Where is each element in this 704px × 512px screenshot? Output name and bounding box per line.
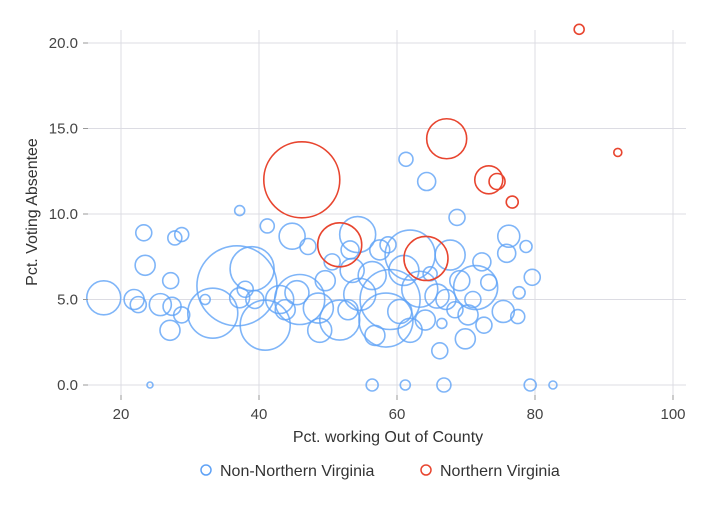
bubble-non-northern-virginia[interactable] (299, 237, 317, 256)
x-tick-label: 100 (660, 406, 685, 423)
bubble-northern-virginia[interactable] (473, 165, 504, 195)
bubble-non-northern-virginia[interactable] (434, 239, 466, 271)
bubble-non-northern-virginia[interactable] (448, 269, 471, 292)
x-tick-label: 80 (527, 406, 544, 423)
bubble-non-northern-virginia[interactable] (414, 309, 437, 331)
x-tick-label: 60 (389, 406, 406, 423)
bubble-non-northern-virginia[interactable] (496, 243, 517, 264)
bubble-non-northern-virginia[interactable] (430, 341, 449, 360)
bubble-non-northern-virginia[interactable] (368, 239, 391, 261)
bubble-non-northern-virginia[interactable] (424, 283, 450, 309)
bubble-non-northern-virginia[interactable] (509, 308, 526, 325)
y-tick-label: 15.0 (49, 121, 78, 138)
bubble-non-northern-virginia[interactable] (416, 171, 437, 192)
bubble-non-northern-virginia[interactable] (398, 151, 414, 168)
bubble-northern-virginia[interactable] (505, 195, 520, 209)
bubble-non-northern-virginia[interactable] (479, 273, 498, 292)
bubble-non-northern-virginia[interactable] (148, 292, 173, 317)
bubble-non-northern-virginia[interactable] (228, 286, 251, 309)
bubble-non-northern-virginia[interactable] (496, 224, 521, 249)
x-tick-label: 40 (251, 406, 268, 423)
bubble-non-northern-virginia[interactable] (399, 379, 412, 391)
bubble-non-northern-virginia[interactable] (386, 298, 413, 325)
y-tick-label: 20.0 (49, 35, 78, 52)
bubble-non-northern-virginia[interactable] (340, 240, 360, 260)
bubble-non-northern-virginia[interactable] (245, 289, 265, 310)
bubble-non-northern-virginia[interactable] (134, 224, 153, 242)
bubble-non-northern-virginia[interactable] (379, 235, 397, 254)
legend-item-non-northern-virginia[interactable]: Non-Northern Virginia (200, 463, 375, 480)
bubble-non-northern-virginia[interactable] (472, 252, 492, 272)
bubble-non-northern-virginia[interactable] (162, 296, 182, 317)
bubble-non-northern-virginia[interactable] (236, 280, 254, 299)
bubble-non-northern-virginia[interactable] (436, 317, 448, 330)
bubble-non-northern-virginia[interactable] (161, 271, 180, 290)
bubble-non-northern-virginia[interactable] (435, 288, 457, 311)
bubble-non-northern-virginia[interactable] (273, 273, 326, 326)
x-axis-title: Pct. working Out of County (293, 429, 483, 446)
bubble-non-northern-virginia[interactable] (302, 292, 335, 324)
bubble-non-northern-virginia[interactable] (400, 270, 439, 309)
bubble-non-northern-virginia[interactable] (233, 204, 246, 217)
bubble-non-northern-virginia[interactable] (454, 328, 477, 350)
bubble-non-northern-virginia[interactable] (306, 317, 333, 344)
bubble-northern-virginia[interactable] (573, 23, 585, 36)
bubble-non-northern-virginia[interactable] (264, 284, 295, 315)
bubble-non-northern-virginia[interactable] (523, 268, 542, 287)
bubble-northern-virginia[interactable] (488, 172, 506, 191)
bubble-non-northern-virginia[interactable] (548, 380, 558, 390)
y-tick-label: 5.0 (57, 292, 78, 309)
legend: Non-Northern Virginia Northern Virginia (200, 463, 560, 480)
bubble-non-northern-virginia[interactable] (358, 292, 414, 348)
bubble-non-northern-virginia[interactable] (512, 285, 526, 300)
bubble-non-northern-virginia[interactable] (436, 377, 452, 393)
bubble-non-northern-virginia[interactable] (365, 378, 379, 392)
bubble-non-northern-virginia[interactable] (134, 254, 156, 277)
bubble-non-northern-virginia[interactable] (339, 257, 365, 284)
legend-label: Northern Virginia (440, 463, 560, 480)
bubble-non-northern-virginia[interactable] (172, 306, 191, 324)
bubble-non-northern-virginia[interactable] (284, 279, 310, 306)
bubble-non-northern-virginia[interactable] (475, 316, 493, 334)
bubble-non-northern-virginia[interactable] (199, 293, 211, 306)
y-tick-label: 0.0 (57, 377, 78, 394)
bubble-non-northern-virginia[interactable] (85, 279, 122, 316)
bubble-non-northern-virginia[interactable] (146, 381, 154, 389)
y-axis-title: Pct. Voting Absentee (24, 138, 41, 286)
legend-label: Non-Northern Virginia (220, 463, 375, 480)
bubble-non-northern-virginia[interactable] (278, 222, 306, 251)
x-tick-label: 20 (113, 406, 130, 423)
bubble-non-northern-virginia[interactable] (448, 208, 466, 227)
bubble-northern-virginia[interactable] (316, 221, 363, 268)
bubble-non-northern-virginia[interactable] (364, 324, 386, 347)
bubble-non-northern-virginia[interactable] (323, 253, 341, 271)
bubble-northern-virginia[interactable] (262, 141, 341, 219)
bubble-non-northern-virginia[interactable] (186, 287, 239, 339)
bubble-non-northern-virginia[interactable] (167, 230, 183, 246)
bubble-non-northern-virginia[interactable] (523, 378, 537, 392)
legend-marker-icon (420, 464, 432, 476)
bubble-non-northern-virginia[interactable] (357, 260, 387, 291)
bubble-non-northern-virginia[interactable] (519, 239, 533, 254)
bubble-northern-virginia[interactable] (425, 117, 468, 160)
bubble-non-northern-virginia[interactable] (491, 299, 516, 324)
bubble-non-northern-virginia[interactable] (314, 269, 337, 292)
bubble-non-northern-virginia[interactable] (337, 298, 359, 321)
bubble-non-northern-virginia[interactable] (338, 215, 377, 254)
bubble-northern-virginia[interactable] (612, 147, 623, 158)
bubble-non-northern-virginia[interactable] (464, 290, 482, 309)
bubble-non-northern-virginia[interactable] (259, 218, 276, 234)
legend-item-northern-virginia[interactable]: Northern Virginia (420, 463, 560, 480)
bubble-northern-virginia[interactable] (403, 235, 449, 282)
legend-marker-icon (200, 464, 212, 476)
bubble-non-northern-virginia[interactable] (129, 295, 148, 314)
y-tick-label: 10.0 (49, 206, 78, 223)
bubble-non-northern-virginia[interactable] (274, 298, 297, 321)
bubble-non-northern-virginia[interactable] (446, 300, 464, 319)
bubble-non-northern-virginia[interactable] (159, 319, 181, 342)
